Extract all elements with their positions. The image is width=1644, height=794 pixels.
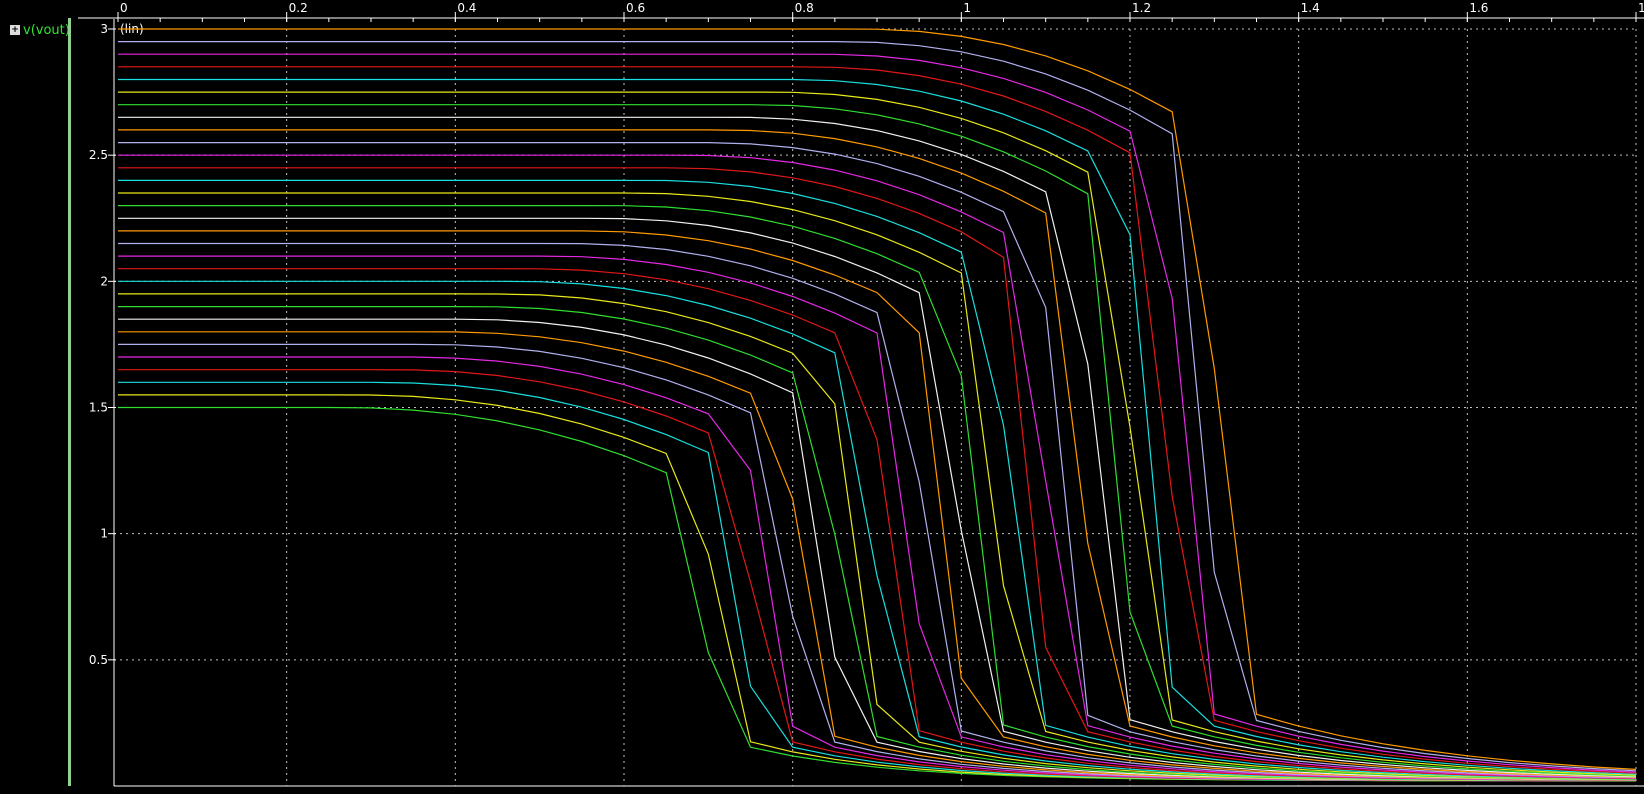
plus-box-icon[interactable]: + — [10, 25, 20, 35]
x-tick-label: 1.2 — [1132, 1, 1151, 15]
x-tick-label: 0.6 — [626, 1, 645, 15]
x-tick-label: 0.4 — [457, 1, 476, 15]
series-line[interactable] — [118, 406, 1636, 782]
series-line[interactable] — [118, 205, 1637, 781]
panel-separator[interactable] — [68, 18, 71, 786]
series-line[interactable] — [118, 306, 1637, 782]
x-tick-label: 1 — [963, 1, 971, 15]
series-line[interactable] — [118, 78, 1637, 775]
y-tick-label: 1.5 — [89, 401, 108, 415]
series-line[interactable] — [118, 356, 1636, 782]
series-line[interactable] — [118, 53, 1637, 773]
series-line[interactable] — [118, 142, 1637, 779]
y-tick-label: 2 — [100, 274, 108, 288]
series-line[interactable] — [118, 154, 1637, 779]
x-tick-label: 1.6 — [1469, 1, 1488, 15]
series-line[interactable] — [118, 66, 1637, 774]
series-line[interactable] — [118, 179, 1637, 780]
y-tick-label: 2.5 — [89, 148, 108, 162]
y-tick-label: 3 — [100, 22, 108, 36]
series-line[interactable] — [118, 242, 1637, 781]
series-line[interactable] — [118, 28, 1637, 770]
series-line[interactable] — [118, 116, 1637, 778]
series-line[interactable] — [118, 192, 1637, 780]
series-line[interactable] — [118, 394, 1637, 782]
x-tick-label: 0 — [120, 1, 128, 15]
series-line[interactable] — [118, 40, 1637, 772]
signal-row-vout[interactable]: + v(vout) — [10, 22, 70, 38]
x-tick-label: 0.8 — [795, 1, 814, 15]
series-line[interactable] — [118, 129, 1637, 778]
series-line[interactable] — [118, 293, 1637, 782]
series-line[interactable] — [118, 318, 1637, 782]
series-line[interactable] — [118, 91, 1637, 776]
y-tick-label: 0.5 — [89, 653, 108, 667]
signal-list-panel: + v(vout) — [0, 0, 71, 794]
signal-name-label[interactable]: v(vout) — [23, 22, 70, 38]
x-tick-label: 1.8 — [1638, 1, 1644, 15]
x-tick-label: 1.4 — [1301, 1, 1320, 15]
series-line[interactable] — [118, 217, 1637, 781]
series-line[interactable] — [118, 343, 1637, 782]
series-line[interactable] — [118, 230, 1637, 781]
x-tick-label: 0.2 — [289, 1, 308, 15]
series-line[interactable] — [118, 104, 1637, 777]
series-line[interactable] — [118, 280, 1637, 782]
series-line[interactable] — [118, 331, 1636, 782]
y-tick-label: 1 — [100, 527, 108, 541]
series-line[interactable] — [118, 167, 1637, 780]
